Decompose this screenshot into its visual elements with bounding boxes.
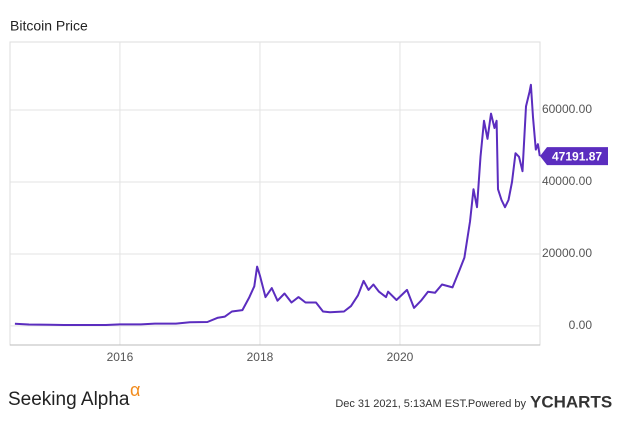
x-tick-label: 2018	[247, 350, 274, 364]
last-value-box	[540, 147, 608, 166]
plot-area	[9, 41, 541, 346]
x-tick-label: 2020	[387, 350, 414, 364]
y-tick-label: 40000.00	[542, 174, 592, 188]
powered-by: Powered by	[468, 398, 527, 410]
logo-mark: α	[130, 380, 140, 400]
x-tick-label: 2016	[107, 350, 134, 364]
y-tick-label: 20000.00	[542, 246, 592, 260]
logo: Seeking Alpha	[8, 389, 130, 410]
chart-title: Bitcoin Price	[10, 18, 88, 34]
timestamp: Dec 31 2021, 5:13AM EST.	[335, 398, 468, 410]
price-line	[14, 83, 541, 326]
y-tick-label: 0.00	[569, 318, 593, 332]
last-value-label: 47191.87	[552, 149, 602, 163]
brand: YCHARTS	[530, 392, 612, 411]
y-tick-label: 60000.00	[542, 102, 592, 116]
